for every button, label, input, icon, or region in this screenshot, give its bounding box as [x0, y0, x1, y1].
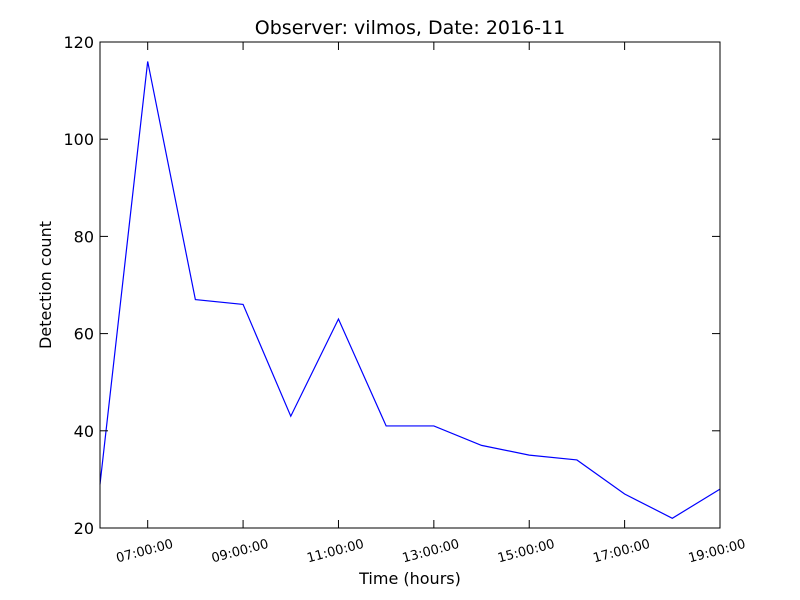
plot-area [99, 61, 721, 519]
x-tick-label: 17:00:00 [592, 537, 652, 567]
chart-title: Observer: vilmos, Date: 2016-11 [255, 17, 565, 39]
y-tick-label: 100 [63, 130, 94, 149]
x-tick-label: 07:00:00 [115, 537, 175, 567]
plot-frame [99, 41, 721, 529]
y-tick-label: 40 [74, 422, 94, 441]
series-line-0 [99, 61, 721, 519]
y-tick-label: 60 [74, 325, 94, 344]
x-axis-label: Time (hours) [358, 569, 461, 588]
x-tick-label: 11:00:00 [305, 537, 365, 567]
axis-ticks: 20 40 60 80 100 120 07:00:00 09:00:00 11:00:00 13… [63, 33, 747, 566]
x-tick-label: 09:00:00 [210, 537, 270, 567]
y-tick-label: 80 [74, 227, 94, 246]
x-tick-label: 19:00:00 [687, 537, 747, 567]
y-axis-label: Detection count [36, 221, 55, 349]
y-tick-label: 20 [74, 519, 94, 538]
x-tick-label: 15:00:00 [496, 537, 556, 567]
x-tick-label: 13:00:00 [401, 537, 461, 567]
y-tick-label: 120 [63, 33, 94, 52]
